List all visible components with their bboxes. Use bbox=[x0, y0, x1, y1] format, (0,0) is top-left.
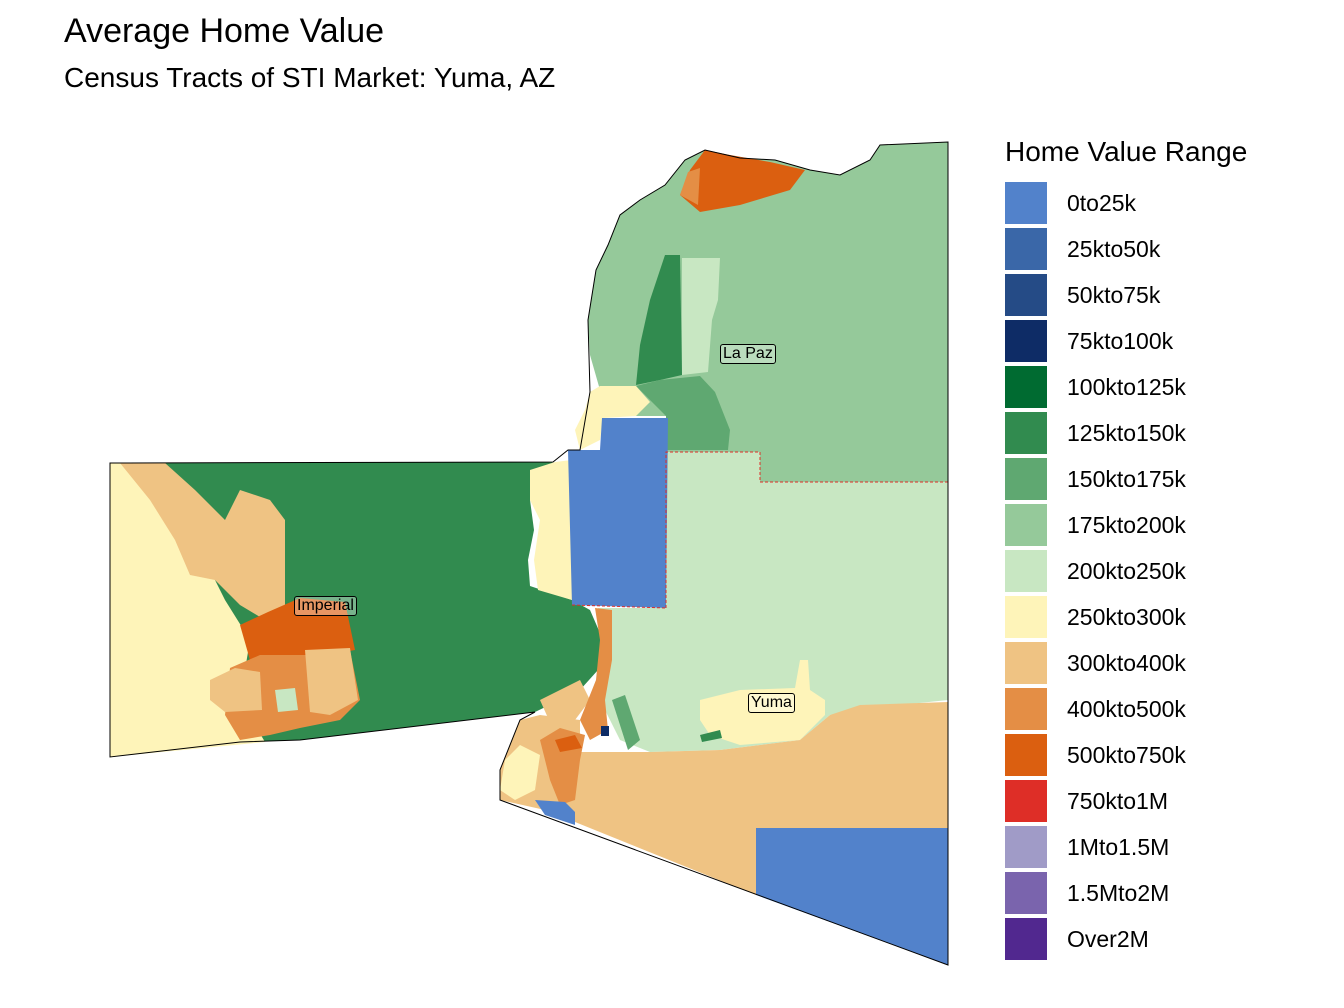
legend-item: 50kto75k bbox=[1005, 272, 1247, 318]
map-title: Average Home Value bbox=[64, 12, 385, 50]
legend-item: 0to25k bbox=[1005, 180, 1247, 226]
imperial-tract-center-orange bbox=[240, 598, 355, 660]
legend-item: 300kto400k bbox=[1005, 640, 1247, 686]
legend-label: 1.5Mto2M bbox=[1067, 879, 1170, 906]
legend-item: 400kto500k bbox=[1005, 686, 1247, 732]
yuma-main-tract bbox=[598, 452, 948, 752]
legend-item: 100kto125k bbox=[1005, 364, 1247, 410]
legend-swatch bbox=[1005, 182, 1047, 224]
la-paz-tract-light bbox=[682, 258, 720, 375]
legend-item: 750kto1M bbox=[1005, 778, 1247, 824]
legend-label: 100kto125k bbox=[1067, 373, 1186, 400]
legend-label: 0to25k bbox=[1067, 189, 1137, 216]
legend-label: 500kto750k bbox=[1067, 741, 1186, 768]
legend-swatch bbox=[1005, 596, 1047, 638]
region-outline bbox=[109, 141, 949, 966]
imperial-tract-west-tan bbox=[120, 463, 285, 620]
yuma-tract-sw-yellow bbox=[500, 745, 540, 800]
county-label-la-paz: La Paz bbox=[720, 344, 776, 364]
legend-swatch bbox=[1005, 780, 1047, 822]
yuma-tract-orange-strip bbox=[580, 608, 612, 740]
la-paz-tract-yellow bbox=[575, 386, 650, 450]
legend-items: 0to25k 25kto50k 50kto75k 75kto100k 100kto125… bbox=[1005, 180, 1247, 962]
legend-swatch bbox=[1005, 320, 1047, 362]
legend-item: 125kto150k bbox=[1005, 410, 1247, 456]
legend-label: 400kto500k bbox=[1067, 695, 1186, 722]
legend-swatch bbox=[1005, 550, 1047, 592]
imperial-tract-light bbox=[275, 688, 298, 712]
legend-item: 500kto750k bbox=[1005, 732, 1247, 778]
legend-item: 25kto50k bbox=[1005, 226, 1247, 272]
imperial-tract-se-tan bbox=[540, 680, 590, 720]
legend-swatch bbox=[1005, 228, 1047, 270]
legend-item: 175kto200k bbox=[1005, 502, 1247, 548]
legend-swatch bbox=[1005, 688, 1047, 730]
legend-item: 150kto175k bbox=[1005, 456, 1247, 502]
la-paz-tract-north-small bbox=[680, 168, 700, 205]
legend-label: 1Mto1.5M bbox=[1067, 833, 1170, 860]
yuma-tract-small-orange bbox=[555, 735, 582, 752]
county-boundary-line bbox=[571, 451, 948, 609]
yuma-county bbox=[500, 418, 948, 965]
legend-item: 250kto300k bbox=[1005, 594, 1247, 640]
yuma-tract-navy bbox=[601, 726, 609, 736]
legend-item: 200kto250k bbox=[1005, 548, 1247, 594]
legend-swatch bbox=[1005, 504, 1047, 546]
yuma-tract-sw-blue bbox=[535, 800, 575, 825]
la-paz-tract-mid-green bbox=[636, 376, 730, 450]
legend-label: 175kto200k bbox=[1067, 511, 1186, 538]
la-paz-tract-north-orange bbox=[680, 150, 805, 212]
yuma-tract-small-green bbox=[612, 695, 640, 750]
yuma-tract-small-dark bbox=[700, 730, 722, 742]
legend-label: 125kto150k bbox=[1067, 419, 1186, 446]
legend-swatch bbox=[1005, 826, 1047, 868]
legend-swatch bbox=[1005, 642, 1047, 684]
yuma-tract-blue-south bbox=[756, 828, 948, 965]
legend-label: 300kto400k bbox=[1067, 649, 1186, 676]
legend-label: 50kto75k bbox=[1067, 281, 1161, 308]
legend-item: Over2M bbox=[1005, 916, 1247, 962]
la-paz-tract-dark-green bbox=[636, 255, 682, 385]
legend-label: 750kto1M bbox=[1067, 787, 1169, 814]
county-label-yuma: Yuma bbox=[748, 693, 795, 713]
legend-swatch bbox=[1005, 458, 1047, 500]
imperial-tract-east-yellow bbox=[530, 460, 572, 600]
imperial-tract-south-tan-left bbox=[210, 668, 262, 712]
la-paz-county bbox=[575, 142, 948, 482]
legend-label: 150kto175k bbox=[1067, 465, 1186, 492]
legend-label: 200kto250k bbox=[1067, 557, 1186, 584]
yuma-tract-blue-north bbox=[568, 418, 668, 608]
legend-label: Over2M bbox=[1067, 925, 1149, 952]
county-label-imperial: Imperial bbox=[294, 596, 357, 616]
legend-swatch bbox=[1005, 734, 1047, 776]
legend-label: 250kto300k bbox=[1067, 603, 1186, 630]
legend-item: 1Mto1.5M bbox=[1005, 824, 1247, 870]
legend-swatch bbox=[1005, 918, 1047, 960]
legend-swatch bbox=[1005, 274, 1047, 316]
legend-swatch bbox=[1005, 366, 1047, 408]
legend-title: Home Value Range bbox=[1005, 136, 1248, 167]
legend-item: 1.5Mto2M bbox=[1005, 870, 1247, 916]
legend-swatch bbox=[1005, 412, 1047, 454]
legend: Home Value Range 0to25k 25kto50k 50kto75k 7… bbox=[1005, 136, 1247, 962]
yuma-tract-yellow-city bbox=[700, 660, 825, 745]
legend-item: 75kto100k bbox=[1005, 318, 1247, 364]
map-subtitle: Census Tracts of STI Market: Yuma, AZ bbox=[64, 62, 556, 93]
yuma-tract-south-tan bbox=[575, 702, 948, 895]
legend-label: 25kto50k bbox=[1067, 235, 1161, 262]
imperial-tract-south-tan-right bbox=[305, 648, 358, 715]
legend-swatch bbox=[1005, 872, 1047, 914]
legend-label: 75kto100k bbox=[1067, 327, 1174, 354]
